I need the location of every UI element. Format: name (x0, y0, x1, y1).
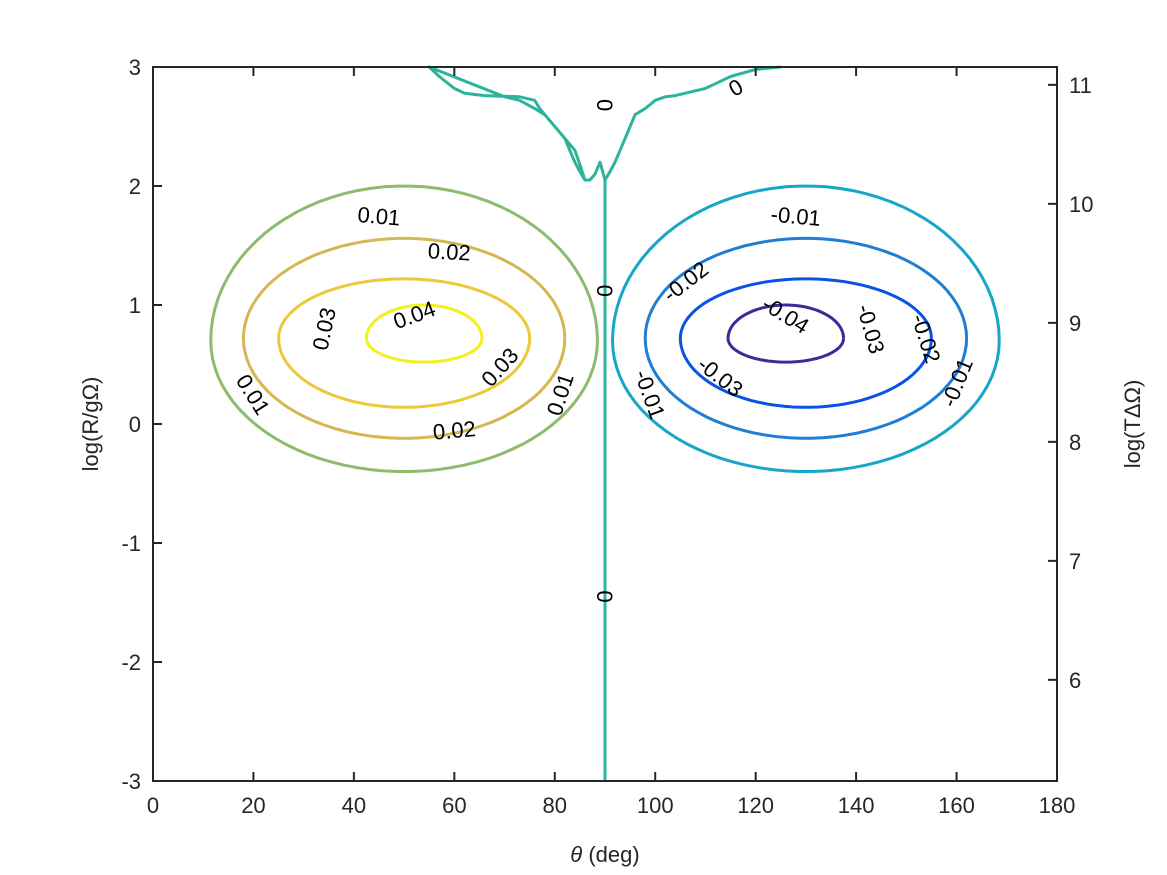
right-y-axis-ticks: 6 7 8 9 10 11 (1048, 73, 1093, 693)
contour-line (678, 277, 933, 409)
x-tick-label: 20 (241, 793, 265, 818)
contour-label: 0.01 (357, 202, 402, 231)
right-y-tick-label: 8 (1069, 430, 1081, 455)
x-tick-label: 40 (342, 793, 366, 818)
y-axis-label-right: log(TΔΩ) (1120, 380, 1145, 469)
contour-label: 0 (592, 590, 617, 602)
x-tick-label: 140 (838, 793, 875, 818)
y-axis-label-left: log(R/gΩ) (78, 377, 103, 472)
contour-line (277, 277, 532, 409)
y-tick-label: 0 (129, 412, 141, 437)
right-y-tick-label: 6 (1069, 668, 1081, 693)
right-y-tick-label: 7 (1069, 549, 1081, 574)
contour-label: 0.02 (427, 238, 471, 265)
y-tick-label: 3 (129, 55, 141, 80)
contour-label: 0.02 (432, 416, 477, 445)
x-axis-ticks: 0 20 40 60 80 100 120 140 160 180 (147, 67, 1075, 818)
x-tick-label: 80 (543, 793, 567, 818)
y-tick-label: -3 (121, 769, 141, 794)
y-tick-label: 2 (129, 174, 141, 199)
y-tick-label: -1 (121, 531, 141, 556)
contour-label: -0.01 (770, 202, 822, 231)
x-axis-label-text: (deg) (582, 842, 639, 867)
y-tick-label: 1 (129, 293, 141, 318)
x-tick-label: 180 (1039, 793, 1076, 818)
y-axis-ticks: -3 -2 -1 0 1 2 3 (121, 55, 162, 794)
contour-line (643, 236, 969, 440)
right-y-tick-label: 9 (1069, 311, 1081, 336)
x-axis-label-symbol: θ (570, 842, 582, 867)
contour-line (241, 236, 567, 440)
x-tick-label: 0 (147, 793, 159, 818)
contour-line (209, 184, 599, 473)
contour-line (610, 184, 1001, 473)
x-tick-label: 160 (938, 793, 975, 818)
x-axis-label: θ (deg) (570, 842, 639, 867)
zero-contour-top (427, 65, 781, 182)
right-y-tick-label: 11 (1069, 73, 1092, 98)
contour-line (726, 303, 846, 364)
right-y-tick-label: 10 (1069, 192, 1093, 217)
contour-label: 0 (592, 285, 617, 297)
contour-label: 0 (592, 99, 617, 111)
contour-line (364, 303, 484, 364)
contour-lines (209, 65, 1001, 781)
x-tick-label: 120 (737, 793, 774, 818)
x-tick-label: 100 (637, 793, 674, 818)
y-tick-label: -2 (121, 650, 141, 675)
x-tick-label: 60 (442, 793, 466, 818)
